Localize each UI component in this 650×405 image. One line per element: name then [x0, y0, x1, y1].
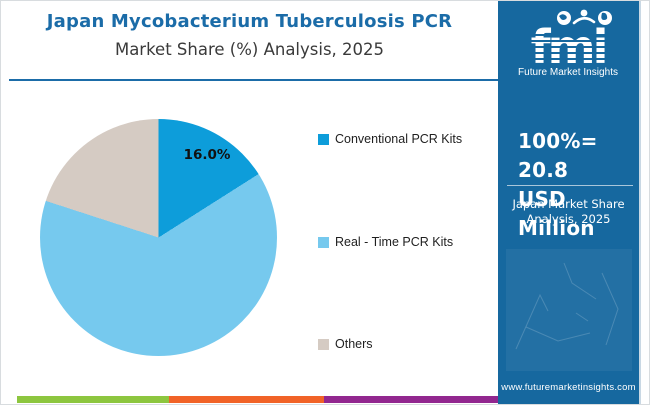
legend-label-others: Others: [335, 337, 373, 351]
chart-panel: Japan Mycobacterium Tuberculosis PCR Mar…: [1, 1, 498, 404]
website-url[interactable]: www.futuremarketinsights.com: [501, 382, 636, 393]
person-icon: [572, 9, 596, 25]
subtitle-line1: Japan Market Share: [512, 197, 625, 211]
legend-item-conventional-pcr-kits: Conventional PCR Kits: [318, 132, 462, 146]
legend-label-real-time: Real - Time PCR Kits: [335, 235, 454, 249]
page-subtitle: Market Share (%) Analysis, 2025: [114, 40, 385, 59]
pie-slice-label-conventional: 16.0%: [183, 147, 231, 163]
sidebar: fmi Future Market Insights 100%= 20.8 US…: [498, 1, 641, 404]
stat-line1: 100%= 20.8: [518, 129, 598, 182]
logo-tagline: Future Market Insights: [518, 67, 618, 78]
chart-legend: Conventional PCR Kits Real - Time PCR Ki…: [318, 1, 498, 404]
legend-swatch-real-time: [318, 236, 329, 248]
fmi-logo: fmi Future Market Insights: [512, 7, 624, 79]
market-size-stat: 100%= 20.8 USD Million: [518, 127, 636, 243]
sidebar-subtitle: Japan Market Share Analysis, 2025: [498, 197, 639, 227]
footer-stripes: [1, 396, 498, 403]
legend-item-others: Others: [318, 337, 373, 351]
globe-icon: [557, 11, 571, 25]
sidebar-divider: [507, 185, 633, 186]
legend-swatch-others: [318, 338, 329, 350]
logo-stripes: [520, 34, 616, 60]
globe-icon-2: [598, 11, 612, 25]
world-map-graphic: [506, 249, 632, 371]
fmi-logo-graphic: fmi Future Market Insights: [518, 9, 618, 78]
title-divider: [9, 79, 498, 81]
footer-stripe-purple: [324, 396, 498, 403]
footer-stripe-green: [17, 396, 169, 403]
legend-label-conventional: Conventional PCR Kits: [335, 132, 463, 146]
stat-line2: USD Million: [518, 187, 595, 240]
legend-swatch-conventional: [318, 133, 329, 145]
pie-chart: 16.0%: [40, 119, 277, 356]
footer-stripe-orange: [169, 396, 324, 403]
legend-item-real-time-pcr-kits: Real - Time PCR Kits: [318, 235, 453, 249]
subtitle-line2: Analysis, 2025: [526, 212, 611, 226]
page-title: Japan Mycobacterium Tuberculosis PCR: [46, 11, 453, 32]
